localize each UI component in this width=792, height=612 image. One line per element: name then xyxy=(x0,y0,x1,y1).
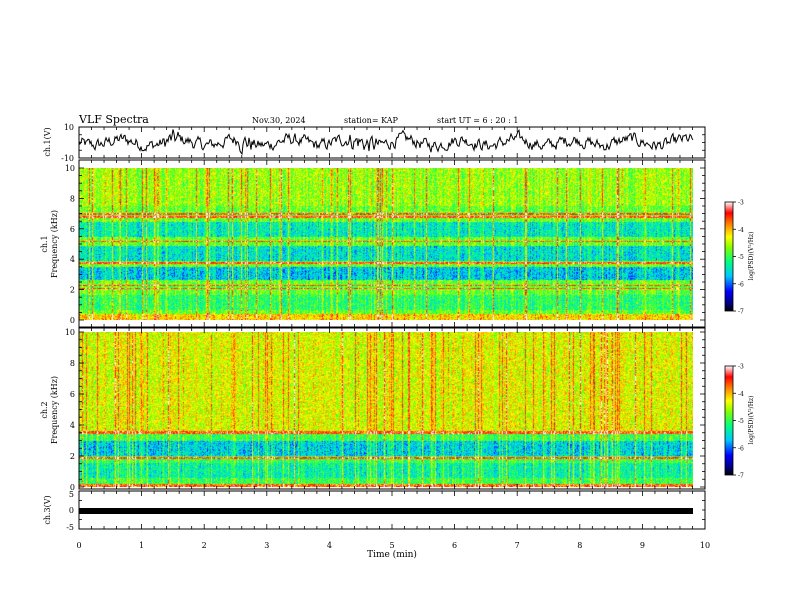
ch3-ytick-mid: 0 xyxy=(69,506,74,515)
freq-ticklabel: 2 xyxy=(70,286,75,295)
freq-ticklabel: 6 xyxy=(70,390,75,399)
ch2-spectrogram-ylabel-freq: Frequency (kHz) xyxy=(50,376,59,444)
ch1-waveform-line xyxy=(78,129,694,156)
colorbar-ticklabel: -5 xyxy=(738,254,744,261)
ch2-spectrogram-panel: 0 2 4 6 8 10 ch.2 Frequency (kHz) xyxy=(40,327,706,492)
ch1-colorbar: -3 -4 -5 -6 -7 log(PSD)(V²/Hz) xyxy=(724,200,755,316)
colorbar-ticklabel: -5 xyxy=(738,418,744,425)
ch1-spectrogram-image xyxy=(79,168,693,320)
ch3-ytick-bottom: -5 xyxy=(66,523,74,532)
ch3-ticks xyxy=(78,490,706,530)
freq-ticklabel: 10 xyxy=(65,328,75,337)
freq-ticklabel: 2 xyxy=(70,452,75,461)
ch1-colorbar-gradient xyxy=(724,201,734,312)
ch3-panel: 5 0 -5 ch.3(V) 0 1 2 3 4 5 6 7 8 9 10 Time (min) xyxy=(43,490,710,560)
ch1-waveform-ticks xyxy=(78,126,706,159)
colorbar-ticklabel: -7 xyxy=(738,309,744,316)
colorbar-ticklabel: -4 xyxy=(738,227,744,234)
ch2-spectrogram-ylabel-channel: ch.2 xyxy=(40,401,49,418)
freq-ticklabel: 10 xyxy=(65,164,75,173)
time-ticklabel: 6 xyxy=(452,541,457,550)
ch3-signal-band xyxy=(79,508,693,514)
ch1-ytick-top: 10 xyxy=(64,123,74,132)
date-label: Nov.30, 2024 xyxy=(252,116,306,125)
ch2-spectrogram-yticklabels: 0 2 4 6 8 10 xyxy=(65,328,75,492)
time-axis-label: Time (min) xyxy=(367,549,417,560)
figure-title: VLF Spectra xyxy=(78,113,149,126)
station-label: station= KAP xyxy=(344,116,399,125)
time-ticklabel: 7 xyxy=(515,541,520,550)
time-ticklabel: 4 xyxy=(327,541,332,550)
colorbar-ticklabel: -3 xyxy=(738,364,744,371)
ch2-colorbar: -3 -4 -5 -6 -7 log(PSD)(V²/Hz) xyxy=(724,364,755,480)
ch2-spectrogram-image xyxy=(79,332,693,487)
freq-ticklabel: 6 xyxy=(70,225,75,234)
time-ticklabel: 1 xyxy=(139,541,144,550)
time-ticklabel: 3 xyxy=(264,541,269,550)
freq-ticklabel: 0 xyxy=(70,316,75,325)
freq-ticklabel: 4 xyxy=(70,255,75,264)
time-axis-ticklabels: 0 1 2 3 4 5 6 7 8 9 10 xyxy=(76,541,710,550)
colorbar-ticklabel: -6 xyxy=(738,281,744,288)
time-ticklabel: 0 xyxy=(76,541,81,550)
colorbar-ticklabel: -7 xyxy=(738,473,744,480)
freq-ticklabel: 8 xyxy=(70,359,75,368)
ch2-spectrogram-ticks xyxy=(78,328,706,489)
time-ticklabel: 9 xyxy=(640,541,645,550)
time-ticklabel: 2 xyxy=(202,541,207,550)
ch1-spectrogram-yticklabels: 0 2 4 6 8 10 xyxy=(65,164,75,325)
colorbar-ticklabel: -4 xyxy=(738,391,744,398)
ch1-spectrogram-ticks xyxy=(78,160,706,327)
colorbar-ticklabel: -6 xyxy=(738,445,744,452)
freq-ticklabel: 0 xyxy=(70,483,75,492)
freq-ticklabel: 8 xyxy=(70,194,75,203)
ch1-waveform-panel: 10 -10 ch.1(V) xyxy=(43,123,706,163)
ch1-spectrogram-ylabel-freq: Frequency (kHz) xyxy=(50,210,59,278)
ch1-ylabel: ch.1(V) xyxy=(43,127,52,156)
ch1-colorbar-ticks: -3 -4 -5 -6 -7 xyxy=(733,200,744,316)
time-ticklabel: 5 xyxy=(389,541,394,550)
ch2-colorbar-gradient xyxy=(724,365,734,476)
ch3-ylabel: ch.3(V) xyxy=(43,495,52,524)
ch1-ytick-bottom: -10 xyxy=(61,154,74,163)
time-ticklabel: 10 xyxy=(700,541,710,550)
ch1-spectrogram-panel: 0 2 4 6 8 10 ch.1 Frequency (kHz) xyxy=(40,159,706,328)
start-time-label: start UT = 6 : 20 : 1 xyxy=(437,116,518,125)
freq-ticklabel: 4 xyxy=(70,421,75,430)
time-ticklabel: 8 xyxy=(577,541,582,550)
ch1-colorbar-label: log(PSD)(V²/Hz) xyxy=(748,232,755,281)
colorbar-ticklabel: -3 xyxy=(738,200,744,207)
ch3-ytick-top: 5 xyxy=(69,490,74,499)
ch2-colorbar-ticks: -3 -4 -5 -6 -7 xyxy=(733,364,744,480)
ch1-spectrogram-ylabel-channel: ch.1 xyxy=(40,235,49,252)
ch2-colorbar-label: log(PSD)(V²/Hz) xyxy=(748,396,755,445)
